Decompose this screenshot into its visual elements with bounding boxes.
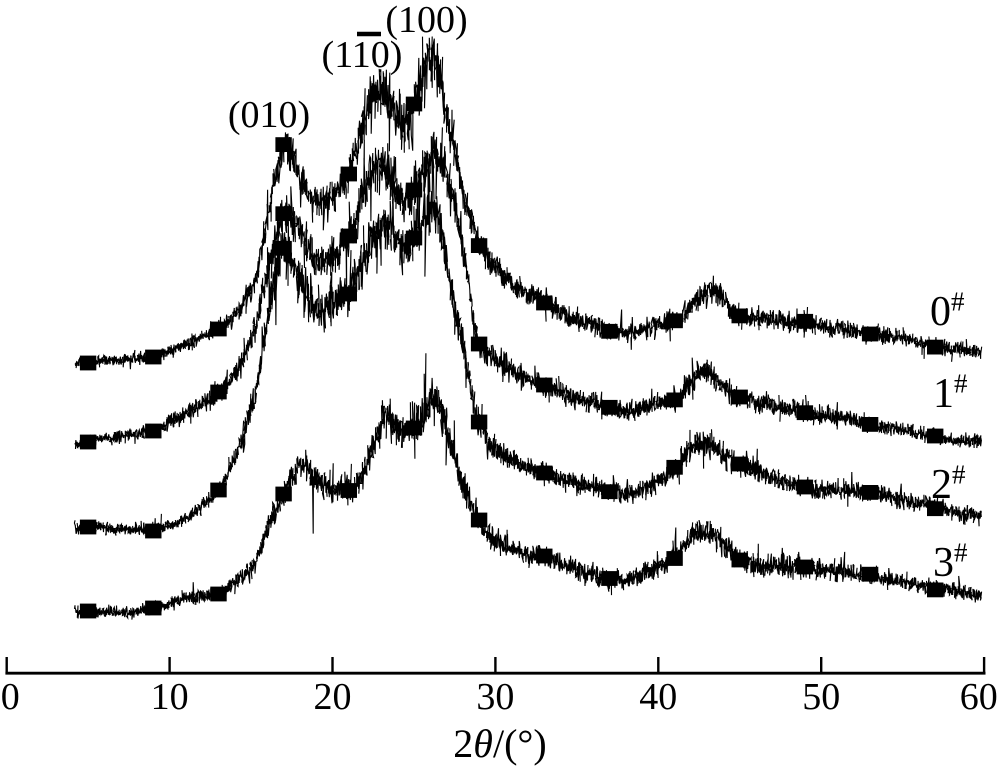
svg-text:30: 30 bbox=[476, 676, 514, 718]
svg-text:0: 0 bbox=[1, 676, 20, 718]
svg-text:(110): (110) bbox=[322, 34, 403, 76]
svg-text:40: 40 bbox=[639, 676, 677, 718]
svg-text:50: 50 bbox=[802, 676, 840, 718]
svg-text:(100): (100) bbox=[385, 0, 467, 41]
svg-text:(010): (010) bbox=[228, 94, 310, 136]
svg-text:10: 10 bbox=[151, 676, 189, 718]
svg-text:2θ/(°): 2θ/(°) bbox=[453, 721, 546, 766]
svg-text:20: 20 bbox=[314, 676, 352, 718]
svg-text:60: 60 bbox=[960, 676, 998, 718]
